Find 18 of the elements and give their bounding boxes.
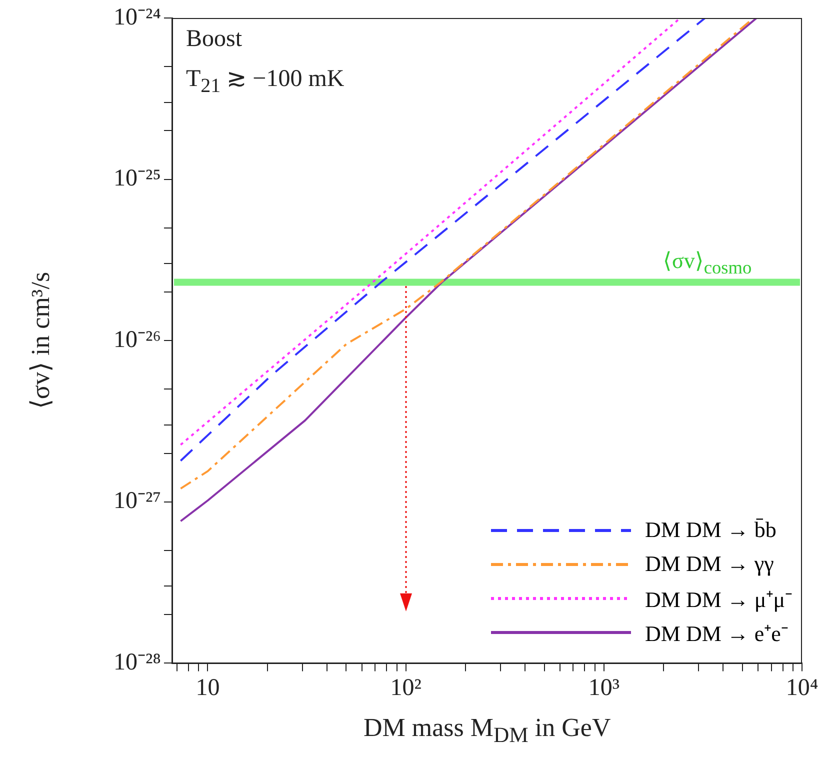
x-tick-label: 10⁴ (786, 674, 818, 701)
x-tick-label: 10 (196, 674, 220, 701)
y-tick-label: 10⁻²⁷ (113, 488, 161, 514)
x-axis-title: DM mass M$_{DM}$ in GeV (364, 713, 611, 748)
legend-label: DM DM → e⁺e⁻ (645, 620, 788, 648)
ref-line-label: ⟨σv⟩$_{cosmo}$ (663, 248, 752, 279)
y-tick-label: 10⁻²⁴ (113, 4, 161, 30)
x-tick-label: 10² (390, 674, 422, 701)
y-axis-title: ⟨σv⟩ in cm³/s (24, 272, 56, 410)
legend-label: DM DM → μ⁺μ⁻ (645, 586, 792, 614)
y-tick-label: 10⁻²⁵ (113, 166, 161, 192)
y-tick-label: 10⁻²⁸ (113, 649, 161, 676)
legend-label: DM DM → b̄b (645, 517, 776, 544)
x-tick-label: 10³ (588, 674, 620, 701)
annotation: Boost (186, 26, 242, 53)
annotation: T$_{21}$ ≳ −100 mK (186, 65, 344, 98)
legend-label: DM DM → γγ (645, 551, 774, 578)
y-tick-label: 10⁻²⁶ (113, 326, 161, 353)
